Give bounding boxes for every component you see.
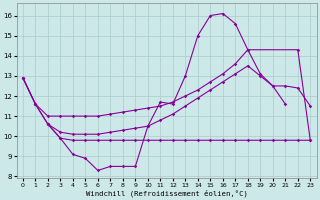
X-axis label: Windchill (Refroidissement éolien,°C): Windchill (Refroidissement éolien,°C) — [86, 189, 248, 197]
